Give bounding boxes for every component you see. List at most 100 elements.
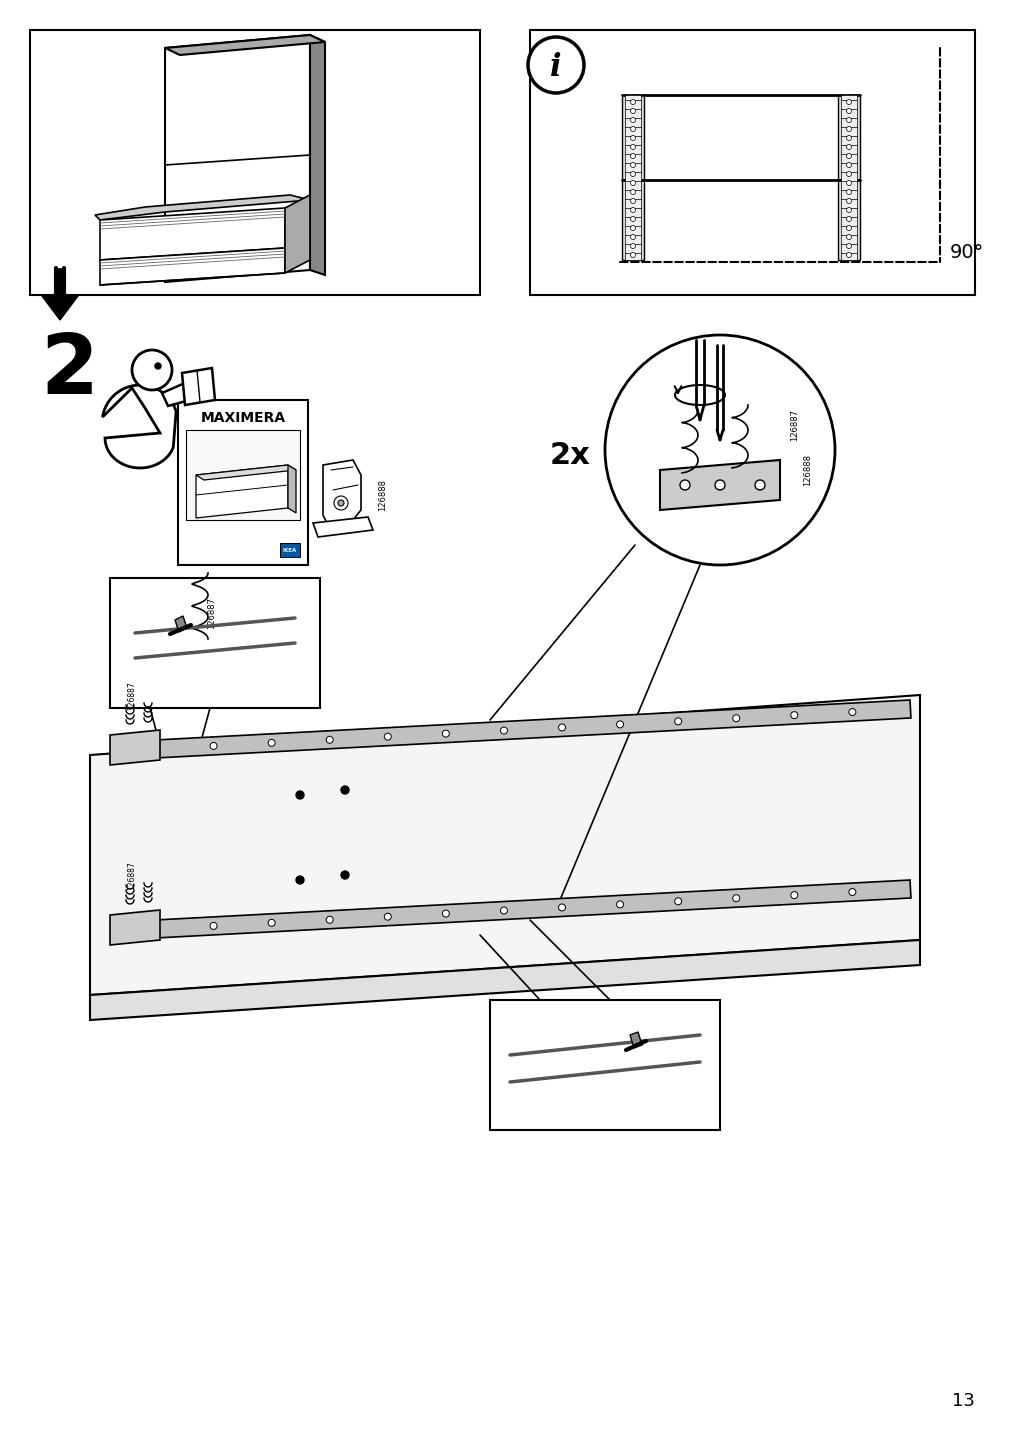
Polygon shape [182, 368, 214, 405]
Polygon shape [196, 465, 288, 518]
Polygon shape [110, 730, 160, 765]
Circle shape [845, 180, 850, 186]
Polygon shape [309, 34, 325, 275]
Text: 126887: 126887 [790, 410, 799, 441]
Circle shape [630, 162, 635, 168]
Bar [837, 95, 859, 261]
Circle shape [845, 117, 850, 123]
Text: 90°: 90° [949, 243, 984, 262]
Circle shape [605, 335, 834, 566]
Polygon shape [56, 268, 64, 296]
Circle shape [845, 199, 850, 203]
Circle shape [442, 730, 449, 737]
Bar [622, 95, 643, 261]
Circle shape [616, 901, 623, 908]
Circle shape [500, 727, 507, 735]
Polygon shape [100, 248, 285, 285]
Circle shape [210, 742, 216, 749]
Circle shape [334, 495, 348, 510]
Polygon shape [659, 460, 779, 510]
Text: IKEA: IKEA [283, 547, 297, 553]
Circle shape [295, 876, 303, 884]
Circle shape [268, 919, 275, 927]
Polygon shape [42, 296, 78, 319]
Circle shape [732, 895, 739, 902]
Polygon shape [155, 881, 910, 938]
Circle shape [338, 500, 344, 505]
Circle shape [295, 790, 303, 799]
Circle shape [630, 252, 635, 258]
Circle shape [845, 208, 850, 212]
Circle shape [845, 99, 850, 105]
Bar [186, 430, 299, 520]
Bar [178, 400, 307, 566]
Bar [489, 1000, 719, 1130]
Polygon shape [165, 34, 325, 54]
Circle shape [326, 736, 333, 743]
Text: MAXIMERA: MAXIMERA [200, 411, 285, 425]
Circle shape [630, 153, 635, 159]
Circle shape [268, 739, 275, 746]
Circle shape [630, 180, 635, 186]
Bar [840, 95, 856, 261]
Circle shape [845, 235, 850, 239]
Circle shape [630, 109, 635, 113]
Polygon shape [155, 700, 910, 758]
Polygon shape [90, 695, 919, 995]
Text: 13: 13 [951, 1392, 974, 1411]
Circle shape [845, 216, 850, 222]
Circle shape [630, 136, 635, 140]
Circle shape [754, 480, 764, 490]
Polygon shape [102, 385, 176, 468]
Circle shape [845, 243, 850, 249]
Bar [280, 543, 299, 557]
Polygon shape [90, 939, 919, 1020]
Text: 126888: 126888 [378, 478, 387, 511]
Circle shape [845, 126, 850, 132]
Circle shape [674, 717, 681, 725]
Text: 2: 2 [40, 329, 98, 411]
Polygon shape [630, 1032, 641, 1048]
Bar [625, 95, 640, 261]
Bar [530, 30, 974, 295]
Circle shape [848, 709, 855, 716]
Circle shape [155, 362, 161, 369]
Circle shape [326, 916, 333, 924]
Text: 126887: 126887 [127, 682, 136, 710]
Bar [110, 579, 319, 707]
Polygon shape [110, 909, 160, 945]
Circle shape [384, 733, 391, 740]
Polygon shape [162, 382, 200, 407]
Circle shape [845, 162, 850, 168]
Circle shape [679, 480, 690, 490]
Circle shape [630, 216, 635, 222]
Bar [30, 30, 479, 295]
Circle shape [341, 786, 349, 793]
Polygon shape [323, 460, 361, 526]
Text: 126887: 126887 [207, 597, 216, 629]
Circle shape [790, 892, 797, 899]
Circle shape [630, 99, 635, 105]
Circle shape [616, 720, 623, 727]
Circle shape [210, 922, 216, 929]
Circle shape [845, 145, 850, 149]
Polygon shape [288, 465, 295, 513]
Circle shape [630, 225, 635, 231]
Circle shape [630, 208, 635, 212]
Circle shape [528, 37, 583, 93]
Polygon shape [165, 34, 309, 282]
Circle shape [848, 889, 855, 895]
Circle shape [341, 871, 349, 879]
Circle shape [845, 153, 850, 159]
Circle shape [500, 906, 507, 914]
Circle shape [630, 189, 635, 195]
Circle shape [442, 911, 449, 916]
Circle shape [790, 712, 797, 719]
Circle shape [630, 235, 635, 239]
Circle shape [845, 189, 850, 195]
Text: 2x: 2x [549, 441, 589, 470]
Circle shape [630, 172, 635, 176]
Polygon shape [312, 517, 373, 537]
Text: 126888: 126888 [803, 454, 812, 485]
Circle shape [558, 725, 565, 730]
